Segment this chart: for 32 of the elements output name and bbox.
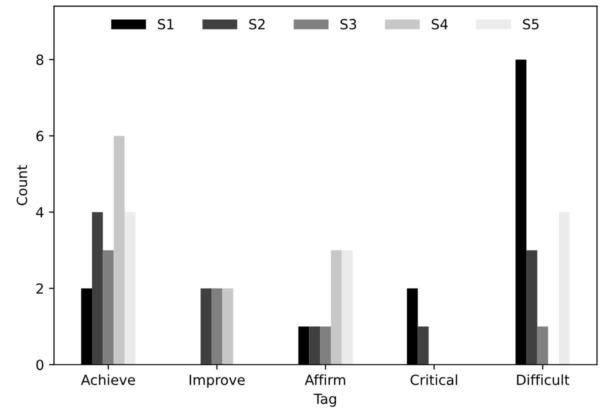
legend-label: S3 — [340, 18, 356, 30]
bar — [330, 250, 342, 365]
bar — [222, 288, 234, 365]
legend-label: S5 — [523, 18, 539, 30]
legend-label: S2 — [249, 18, 265, 30]
x-axis-title: Tag — [314, 394, 336, 407]
x-tick-label: Achieve — [80, 374, 135, 386]
y-tick-label: 2 — [36, 283, 43, 294]
bar — [92, 212, 103, 365]
bar — [320, 326, 331, 365]
y-tick-label: 4 — [36, 207, 44, 218]
bar — [309, 326, 320, 365]
y-axis-title: Count — [16, 165, 28, 206]
x-tick-label: Difficult — [517, 374, 570, 386]
bar — [124, 212, 136, 365]
bar — [558, 212, 570, 365]
legend-label: S4 — [432, 18, 448, 30]
y-tick-label: 0 — [36, 360, 44, 370]
x-tick-label: Improve — [190, 374, 245, 388]
y-tick-label: 6 — [36, 130, 44, 142]
legend-label: S1 — [158, 18, 174, 30]
bar — [211, 288, 222, 365]
bar — [200, 288, 212, 365]
bar — [342, 250, 353, 365]
bar — [537, 326, 548, 365]
x-tick-label: Critical — [410, 374, 458, 386]
bar — [114, 136, 125, 365]
x-tick-label: Affirm — [304, 374, 346, 385]
y-tick-label: 8 — [36, 54, 44, 66]
bar — [418, 326, 429, 365]
bar — [102, 250, 114, 365]
bar — [526, 250, 538, 365]
